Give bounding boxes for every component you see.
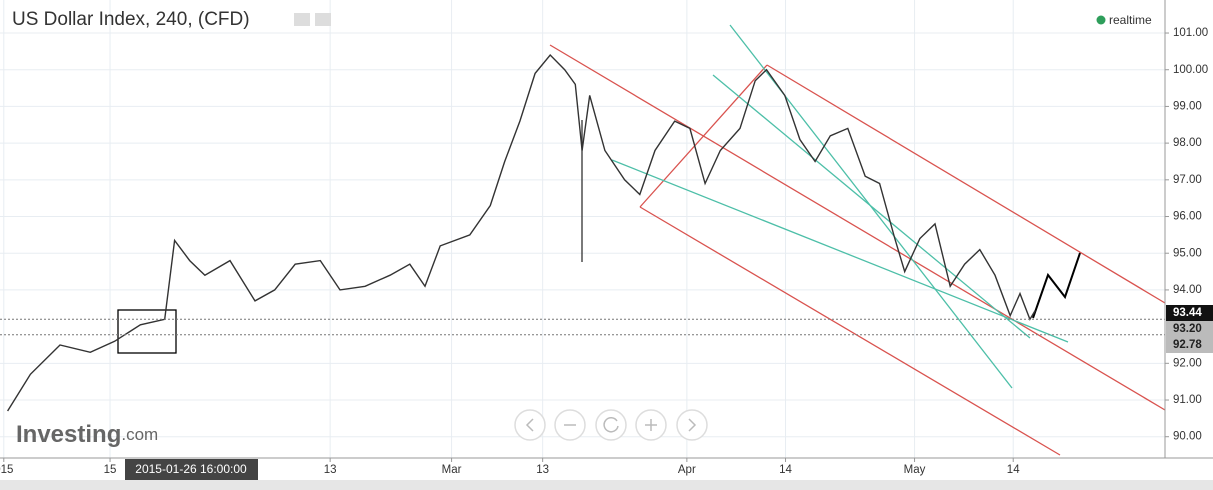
y-tick-label: 96.00 — [1173, 211, 1202, 223]
y-axis-area — [1165, 0, 1213, 458]
price-label: 93.20 — [1173, 323, 1202, 335]
y-tick-label: 91.00 — [1173, 394, 1202, 406]
price-line — [7, 53, 1036, 412]
x-tick-label: Mar — [442, 464, 462, 476]
y-tick-label: 97.00 — [1173, 174, 1202, 186]
watermark-domain: .com — [121, 425, 158, 444]
y-tick-label: 99.00 — [1173, 100, 1202, 112]
fan-line — [611, 159, 1069, 343]
x-tick-label: 14 — [779, 464, 792, 476]
projection — [1032, 252, 1081, 319]
crosshair-label-box — [125, 459, 258, 480]
watermark: Investing.com — [16, 421, 158, 448]
trend-line — [639, 206, 1061, 456]
trend-line — [639, 64, 768, 208]
nav-buttons — [514, 409, 708, 441]
x-tick-label: 14 — [1007, 464, 1020, 476]
price-label-box — [1166, 321, 1213, 337]
x-tick-label: 15 — [104, 464, 117, 476]
price-label-box — [1166, 337, 1213, 353]
drawings — [117, 24, 1166, 456]
icon[interactable] — [315, 13, 331, 26]
y-tick-label: 92.00 — [1173, 357, 1202, 369]
x-tick-label: 015 — [0, 464, 13, 476]
y-tick-label: 90.00 — [1173, 431, 1202, 443]
x-tick-label: 13 — [324, 464, 337, 476]
nav-icons — [525, 417, 697, 433]
y-tick-label: 95.00 — [1173, 247, 1202, 259]
x-tick-label: Apr — [678, 464, 696, 476]
status-dot — [1096, 15, 1106, 25]
price-label: 92.78 — [1173, 339, 1202, 351]
box — [117, 309, 177, 354]
plot — [0, 53, 1165, 412]
grid — [0, 0, 1165, 458]
fan-line — [712, 74, 1031, 339]
watermark-brand: Investing — [16, 421, 121, 448]
y-tick-label: 101.00 — [1173, 27, 1208, 39]
trend-line — [549, 44, 1166, 411]
y-tick-label: 94.00 — [1173, 284, 1202, 296]
chart-title: US Dollar Index, 240, (CFD) — [12, 9, 250, 30]
y-tick-label: 98.00 — [1173, 137, 1202, 149]
x-tick-label: 13 — [536, 464, 549, 476]
status: realtime — [1109, 13, 1152, 27]
trend-line — [766, 64, 1166, 304]
icon[interactable] — [294, 13, 310, 26]
price-label-box — [1166, 305, 1213, 321]
y-tick-label: 100.00 — [1173, 64, 1208, 76]
axes: 90.00 91.00 92.00 94.00 95.00 96.00 97.00 98.00… — [0, 27, 1213, 476]
crosshair-label: 2015-01-26 16:00:00 — [135, 462, 247, 476]
x-tick-label: May — [904, 464, 926, 476]
scrollbar[interactable] — [0, 480, 1213, 490]
price-label: 93.44 — [1173, 307, 1202, 319]
